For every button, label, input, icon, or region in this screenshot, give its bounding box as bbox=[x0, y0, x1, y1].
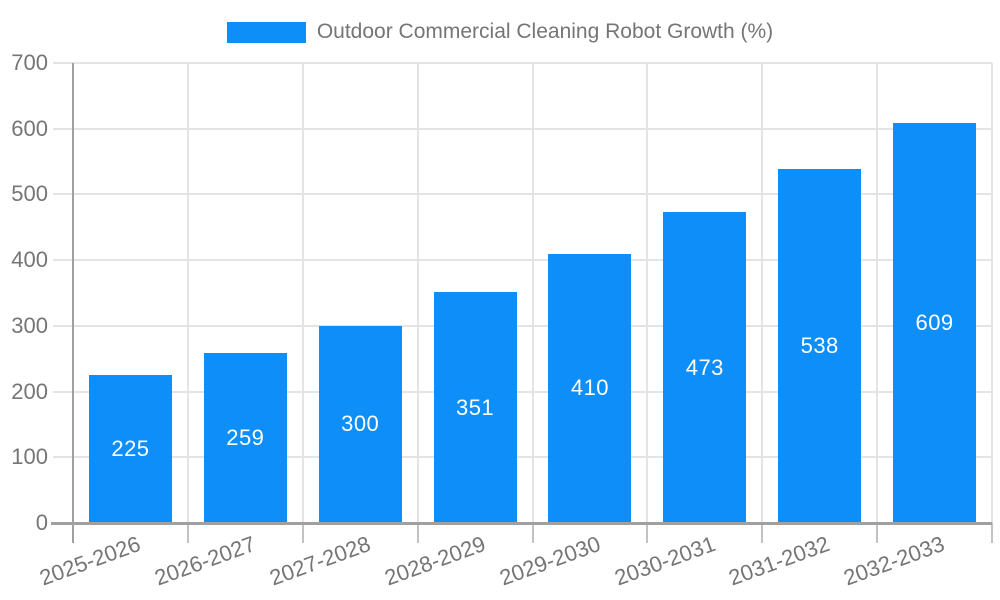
legend[interactable]: Outdoor Commercial Cleaning Robot Growth… bbox=[0, 20, 1000, 44]
x-gridline bbox=[416, 63, 419, 523]
y-tick-label: 500 bbox=[11, 181, 48, 207]
x-tick-label: 2032-2033 bbox=[840, 531, 949, 591]
x-gridline bbox=[531, 63, 534, 523]
bar-value-label: 473 bbox=[685, 354, 724, 380]
bar: 225 bbox=[88, 375, 172, 523]
x-tick-mark bbox=[761, 523, 764, 543]
x-tick-mark bbox=[301, 523, 304, 543]
x-tick-mark bbox=[186, 523, 189, 543]
bar: 538 bbox=[778, 169, 862, 523]
x-tick-label: 2031-2032 bbox=[725, 531, 834, 591]
bar-value-label: 259 bbox=[226, 424, 265, 450]
y-tick-label: 300 bbox=[11, 312, 48, 338]
y-tick-label: 0 bbox=[35, 510, 48, 535]
x-tick-mark bbox=[646, 523, 649, 543]
x-axis-line bbox=[51, 522, 992, 525]
x-gridline bbox=[876, 63, 879, 523]
bar: 300 bbox=[318, 325, 402, 523]
legend-label: Outdoor Commercial Cleaning Robot Growth… bbox=[316, 20, 774, 43]
y-gridline bbox=[53, 193, 992, 196]
bar-value-label: 351 bbox=[455, 394, 495, 420]
y-tick-label: 200 bbox=[11, 378, 48, 404]
x-gridline bbox=[301, 63, 304, 523]
y-tick-label: 700 bbox=[11, 50, 48, 75]
y-axis-line bbox=[72, 63, 74, 543]
y-gridline bbox=[53, 324, 992, 327]
bar: 473 bbox=[663, 212, 747, 523]
bar-value-label: 225 bbox=[111, 436, 150, 462]
x-gridline bbox=[991, 63, 993, 523]
y-gridline bbox=[53, 390, 992, 393]
y-gridline bbox=[53, 259, 992, 262]
x-tick-mark bbox=[531, 523, 534, 543]
bar: 609 bbox=[893, 122, 977, 523]
x-tick-label: 2029-2030 bbox=[496, 531, 604, 591]
bar: 351 bbox=[433, 292, 517, 523]
x-tick-label: 2026-2027 bbox=[151, 531, 259, 591]
y-gridline bbox=[53, 62, 992, 64]
y-gridline bbox=[53, 456, 992, 459]
x-gridline bbox=[186, 63, 189, 523]
bar: 259 bbox=[203, 352, 287, 523]
y-gridline bbox=[53, 127, 992, 130]
x-gridline bbox=[761, 63, 764, 523]
bar-value-label: 410 bbox=[570, 375, 610, 401]
x-tick-mark bbox=[876, 523, 879, 543]
x-tick-label: 2027-2028 bbox=[266, 531, 374, 591]
x-tick-label: 2028-2029 bbox=[381, 531, 489, 591]
y-tick-label: 100 bbox=[11, 444, 48, 470]
bar-value-label: 609 bbox=[915, 309, 954, 335]
y-tick-label: 400 bbox=[11, 247, 48, 273]
x-gridline bbox=[646, 63, 649, 523]
x-tick-label: 2030-2031 bbox=[610, 531, 719, 591]
bar-value-label: 538 bbox=[800, 333, 839, 359]
x-tick-mark bbox=[991, 523, 993, 543]
x-tick-label: 2025-2026 bbox=[36, 531, 144, 591]
bar: 410 bbox=[548, 253, 632, 523]
legend-swatch-icon[interactable] bbox=[226, 21, 306, 43]
x-tick-mark bbox=[416, 523, 419, 543]
bar-value-label: 300 bbox=[341, 411, 380, 437]
y-tick-label: 600 bbox=[11, 115, 48, 141]
